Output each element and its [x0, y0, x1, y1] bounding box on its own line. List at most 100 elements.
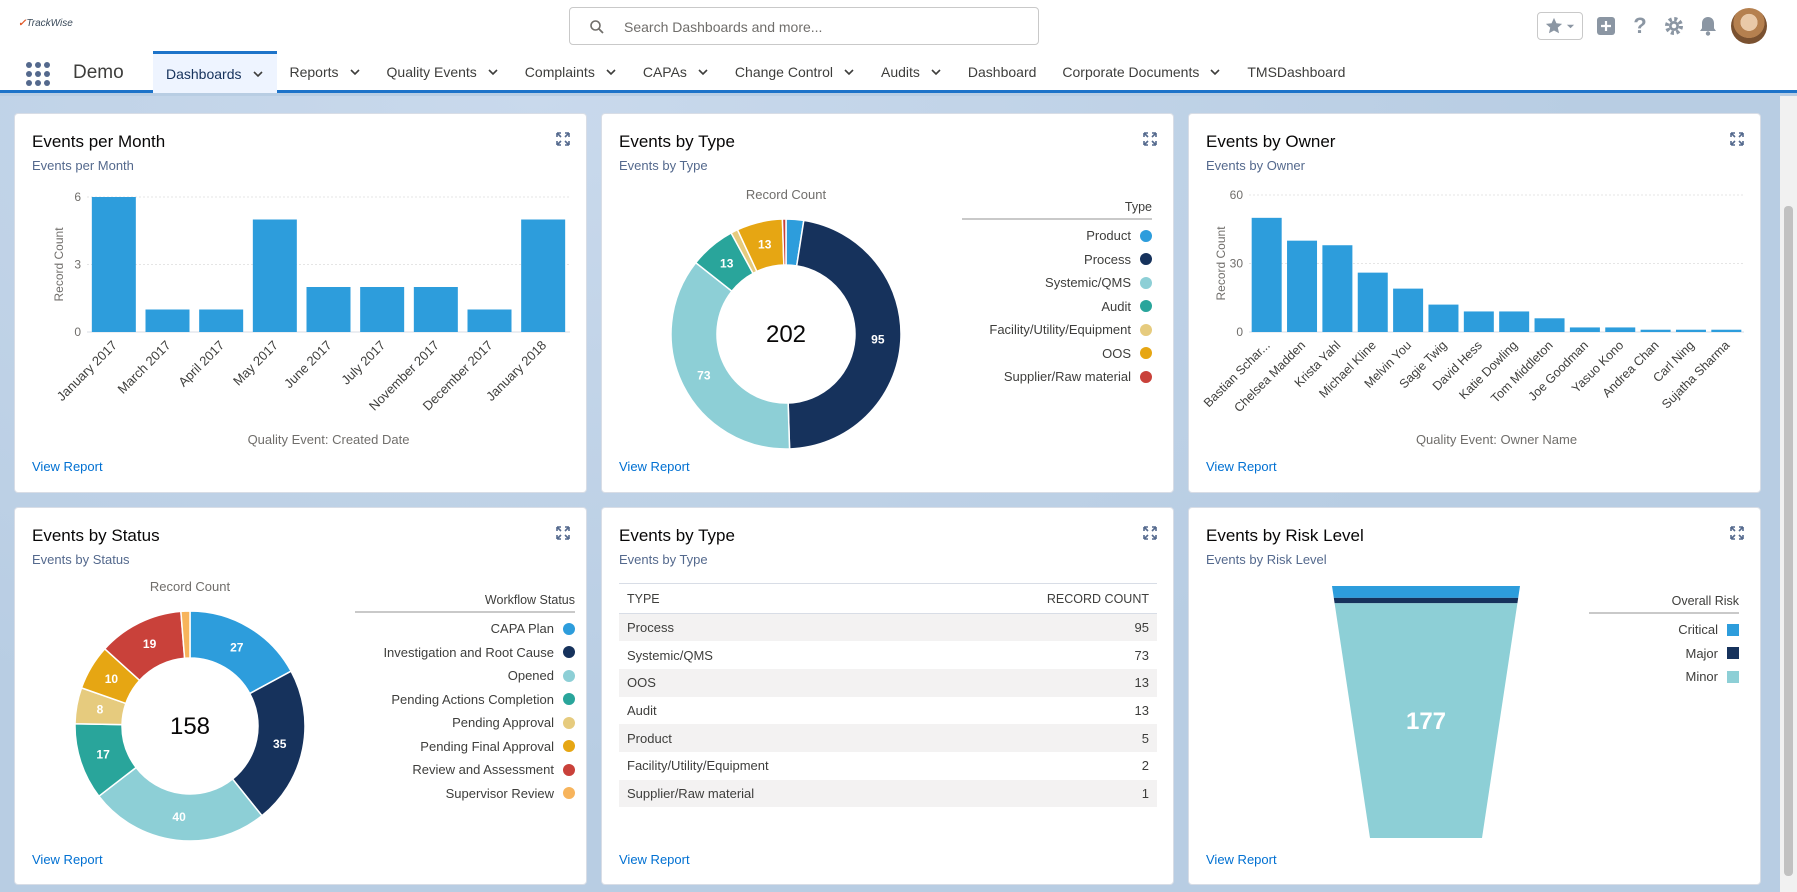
bar[interactable] [145, 309, 190, 333]
bar[interactable] [252, 219, 297, 333]
view-report-link[interactable]: View Report [1206, 459, 1277, 474]
bar[interactable] [413, 287, 458, 332]
gear-icon[interactable] [1663, 15, 1685, 37]
table-row[interactable]: Supplier/Raw material 1 [619, 779, 1157, 808]
chevron-down-icon[interactable] [1209, 66, 1221, 78]
legend-item[interactable]: Critical [1589, 618, 1739, 642]
chevron-down-icon[interactable] [349, 66, 361, 78]
expand-icon[interactable] [556, 132, 570, 146]
table-row[interactable]: OOS 13 [619, 668, 1157, 697]
bar[interactable] [467, 309, 512, 333]
funnel-segment[interactable] [1333, 597, 1519, 604]
legend-item[interactable]: Process [962, 248, 1152, 272]
app-logo[interactable]: ✓TrackWise [18, 18, 73, 29]
table-row[interactable]: Audit 13 [619, 697, 1157, 725]
tab-tmsdashboard[interactable]: TMSDashboard [1234, 51, 1358, 93]
expand-icon[interactable] [1143, 132, 1157, 146]
legend-item[interactable]: OOS [962, 342, 1152, 366]
legend-item[interactable]: Pending Approval [355, 711, 575, 735]
bar[interactable] [1711, 329, 1742, 332]
bar[interactable] [1251, 217, 1282, 332]
table-row[interactable]: Product 5 [619, 724, 1157, 752]
chevron-down-icon[interactable] [605, 66, 617, 78]
table-row[interactable]: Systemic/QMS 73 [619, 641, 1157, 669]
search-input[interactable] [624, 17, 1024, 37]
bar[interactable] [1463, 311, 1494, 332]
tab-audits[interactable]: Audits [868, 51, 955, 93]
tab-quality-events[interactable]: Quality Events [374, 51, 512, 93]
tab-change-control[interactable]: Change Control [722, 51, 868, 93]
tab-corporate-documents[interactable]: Corporate Documents [1049, 51, 1234, 93]
view-report-link[interactable]: View Report [1206, 852, 1277, 867]
bar[interactable] [199, 309, 244, 333]
bar[interactable] [1569, 327, 1600, 332]
legend-item[interactable]: Systemic/QMS [962, 271, 1152, 295]
legend-item[interactable]: CAPA Plan [355, 617, 575, 641]
donut-slice[interactable] [781, 218, 787, 266]
page-scrollbar[interactable] [1780, 96, 1797, 892]
bar[interactable] [91, 197, 136, 332]
legend-item[interactable]: Review and Assessment [355, 758, 575, 782]
bar[interactable] [1675, 329, 1706, 332]
legend-item[interactable]: Product [962, 224, 1152, 248]
chevron-down-icon[interactable] [252, 68, 264, 80]
column-header-type[interactable]: TYPE [619, 583, 927, 614]
chevron-down-icon[interactable] [843, 66, 855, 78]
bar[interactable] [1428, 304, 1459, 332]
expand-icon[interactable] [1730, 132, 1744, 146]
bar[interactable] [1357, 272, 1388, 332]
user-avatar[interactable] [1731, 8, 1767, 44]
bar[interactable] [306, 287, 351, 332]
app-launcher-icon[interactable] [26, 62, 50, 86]
tab-dashboard[interactable]: Dashboard [955, 51, 1050, 93]
legend-item[interactable]: Pending Actions Completion [355, 688, 575, 712]
table-row[interactable]: Process 95 [619, 613, 1157, 642]
chevron-down-icon[interactable] [487, 66, 499, 78]
legend-item[interactable]: Supervisor Review [355, 782, 575, 806]
expand-icon[interactable] [1730, 526, 1744, 540]
view-report-link[interactable]: View Report [619, 852, 690, 867]
global-actions-add-icon[interactable] [1595, 15, 1617, 37]
tab-reports[interactable]: Reports [277, 51, 374, 93]
table-row[interactable]: Facility/Utility/Equipment 2 [619, 752, 1157, 780]
bar[interactable] [1605, 327, 1636, 332]
funnel-segment[interactable] [1334, 603, 1518, 838]
tab-dashboards[interactable]: Dashboards [153, 51, 277, 93]
chevron-down-icon[interactable] [930, 66, 942, 78]
favorites-button[interactable] [1537, 12, 1583, 40]
legend-item[interactable]: Audit [962, 295, 1152, 319]
tab-capas[interactable]: CAPAs [630, 51, 722, 93]
view-report-link[interactable]: View Report [619, 459, 690, 474]
chevron-down-icon[interactable] [697, 66, 709, 78]
bar[interactable] [1534, 318, 1565, 332]
global-search[interactable] [569, 7, 1039, 45]
legend-item[interactable]: Minor [1589, 665, 1739, 689]
view-report-link[interactable]: View Report [32, 459, 103, 474]
view-report-link[interactable]: View Report [32, 852, 103, 867]
bar[interactable] [1499, 311, 1530, 332]
scrollbar-thumb[interactable] [1784, 206, 1793, 876]
bar[interactable] [1640, 329, 1671, 332]
expand-icon[interactable] [1143, 526, 1157, 540]
donut-slice[interactable] [670, 261, 791, 450]
funnel-segment[interactable] [1332, 586, 1520, 598]
bar[interactable] [360, 287, 405, 332]
bar[interactable] [521, 219, 566, 333]
donut-slice[interactable] [787, 219, 902, 450]
legend-item[interactable]: Major [1589, 642, 1739, 666]
column-header-record-count[interactable]: RECORD COUNT [926, 583, 1157, 614]
donut-slice[interactable] [97, 766, 264, 842]
legend-item[interactable]: Investigation and Root Cause [355, 641, 575, 665]
expand-icon[interactable] [556, 526, 570, 540]
legend-item[interactable]: Facility/Utility/Equipment [962, 318, 1152, 342]
tab-complaints[interactable]: Complaints [512, 51, 630, 93]
help-icon[interactable]: ? [1629, 15, 1651, 37]
legend-item[interactable]: Opened [355, 664, 575, 688]
legend-item[interactable]: Pending Final Approval [355, 735, 575, 759]
bar[interactable] [1322, 245, 1353, 332]
donut-slice[interactable] [180, 610, 191, 660]
bar[interactable] [1393, 288, 1424, 332]
notifications-bell-icon[interactable] [1697, 15, 1719, 37]
bar[interactable] [1287, 240, 1318, 332]
legend-item[interactable]: Supplier/Raw material [962, 365, 1152, 389]
